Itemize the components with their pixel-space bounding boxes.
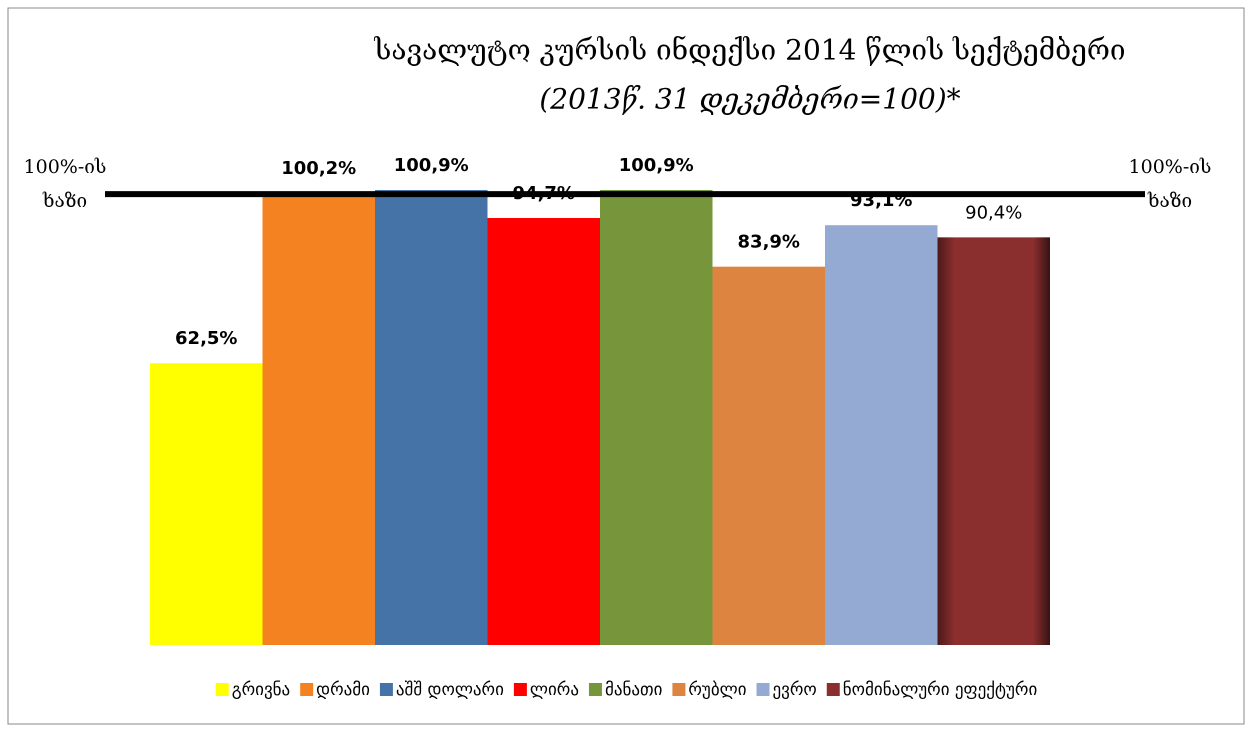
value-label: 90,4% xyxy=(965,202,1022,223)
bar xyxy=(825,225,938,645)
legend-label: აშშ დოლარი xyxy=(396,680,504,700)
legend-label: ევრო xyxy=(773,680,817,700)
value-label: 83,9% xyxy=(738,232,800,253)
legend-swatch xyxy=(513,683,527,696)
legend-swatch xyxy=(756,683,770,696)
legend-label: დრამი xyxy=(316,680,370,700)
chart-subtitle: (2013წ. 31 დეკემბერი=100)* xyxy=(539,83,960,116)
reference-label-left: 100%-ის ხაზი xyxy=(23,156,107,212)
legend-label: რუბლი xyxy=(688,680,746,700)
legend-label: ნომინალური ეფექტური xyxy=(843,680,1038,700)
legend-label: ლირა xyxy=(530,680,579,700)
reference-label: 100%-ის ხაზი xyxy=(1128,156,1212,212)
bar xyxy=(487,217,600,646)
value-label: 100,2% xyxy=(281,158,356,179)
bar xyxy=(375,190,488,646)
chart-title: სავალუტო კურსის ინდექსი 2014 წლის სექტემ… xyxy=(373,34,1125,67)
legend-swatch xyxy=(826,683,840,696)
reference-label-right: 100%-ის ხაზი xyxy=(1128,156,1212,212)
legend-swatch xyxy=(588,683,602,696)
value-label: 100,9% xyxy=(394,155,469,176)
bar xyxy=(150,363,263,645)
legend-label: მანათი xyxy=(605,680,662,700)
legend: გრივნა დრამი აშშ დოლარი ლირა მანათი რუბლი ევრო… xyxy=(215,680,1038,700)
bar xyxy=(262,193,375,645)
value-label: 100,9% xyxy=(619,155,694,176)
legend-swatch xyxy=(379,683,393,696)
bar xyxy=(712,266,825,645)
legend-swatch xyxy=(300,683,314,696)
legend-label: გრივნა xyxy=(232,680,290,700)
bar xyxy=(600,190,713,646)
bar-shading xyxy=(937,237,1050,646)
legend-swatch xyxy=(672,683,686,696)
value-label: 62,5% xyxy=(175,328,237,349)
legend-swatch xyxy=(215,683,229,696)
reference-label: 100%-ის ხაზი xyxy=(23,156,107,212)
